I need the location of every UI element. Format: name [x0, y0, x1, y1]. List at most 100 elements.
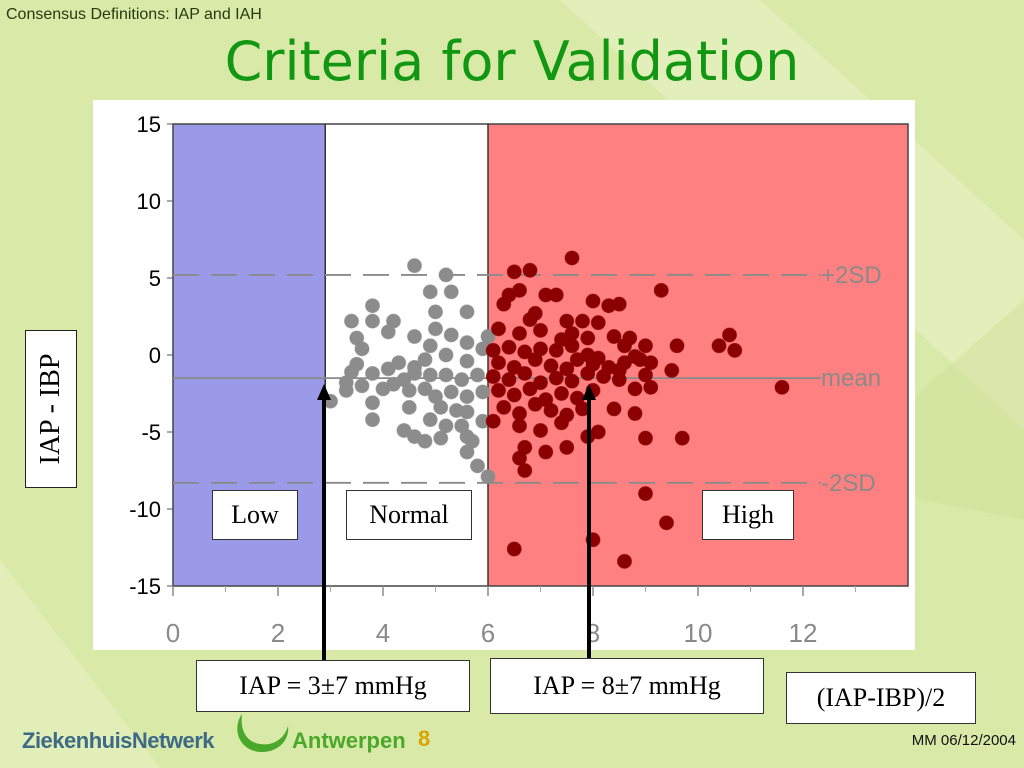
data-point-high [496, 296, 512, 312]
y-tick-label: -5 [141, 420, 161, 445]
data-point-normal [422, 412, 438, 428]
data-point-normal [422, 284, 438, 300]
x-tick-label: 2 [271, 618, 285, 648]
data-point-normal [438, 347, 454, 363]
data-point-high [580, 330, 596, 346]
data-point-high [606, 401, 622, 417]
data-point-high [580, 365, 596, 381]
x-tick-label: 0 [166, 618, 180, 648]
data-point-high [491, 321, 506, 337]
y-axis-label-box: IAP - IBP [25, 330, 77, 488]
x-tick-label: 10 [684, 618, 713, 648]
footer-logo-text: ZiekenhuisNetwerk [22, 728, 215, 753]
data-point-high [512, 418, 527, 434]
iap-high-annotation: IAP = 8±7 mmHg [490, 658, 764, 714]
y-tick-label: -15 [129, 574, 161, 599]
data-point-high [669, 338, 685, 354]
x-axis-label-box: (IAP-IBP)/2 [786, 672, 976, 724]
data-point-high [606, 329, 622, 345]
data-point-normal [480, 469, 496, 485]
data-point-high [590, 315, 606, 331]
data-point-high [638, 338, 653, 354]
data-point-high [543, 402, 559, 418]
data-point-high [517, 344, 533, 360]
data-point-high [485, 413, 501, 429]
y-tick-label: 0 [149, 343, 161, 368]
data-point-normal [417, 352, 433, 368]
data-point-high [559, 439, 575, 455]
data-point-high [564, 338, 580, 354]
data-point-high [727, 342, 743, 358]
data-point-high [554, 386, 569, 401]
data-point-high [501, 339, 517, 355]
data-point-normal [438, 367, 454, 383]
y-tick-label: -10 [129, 497, 161, 522]
data-point-high [522, 262, 538, 278]
data-point-normal [443, 384, 459, 400]
data-point-normal [428, 304, 443, 320]
data-point-normal [422, 367, 438, 383]
data-point-normal [401, 382, 417, 398]
footer-date: MM 06/12/2004 [911, 732, 1016, 749]
logo-swoosh-icon [237, 714, 289, 753]
data-point-normal [464, 433, 480, 449]
data-point-high [527, 305, 543, 321]
data-point-high [611, 296, 627, 312]
data-point-normal [338, 382, 354, 398]
data-point-high [659, 515, 674, 531]
y-tick-label: 10 [137, 189, 161, 214]
data-point-normal [459, 304, 475, 320]
data-point-high [517, 463, 533, 478]
data-point-high [522, 381, 538, 397]
data-point-high [664, 362, 680, 378]
data-point-normal [365, 412, 380, 428]
data-point-high [638, 430, 653, 446]
data-point-high [512, 325, 527, 341]
data-point-normal [365, 313, 380, 329]
data-point-normal [475, 384, 491, 400]
x-tick-label: 6 [481, 618, 495, 648]
data-point-high [527, 352, 543, 368]
data-point-high [506, 387, 522, 403]
data-point-high [496, 399, 512, 415]
data-point-normal [407, 258, 422, 274]
data-point-high [548, 342, 564, 358]
data-point-normal [433, 430, 449, 446]
data-point-normal [344, 313, 359, 329]
data-point-high [491, 382, 506, 398]
data-point-high [506, 541, 522, 557]
data-point-high [564, 373, 580, 389]
data-point-high [590, 424, 606, 440]
data-point-high [596, 369, 611, 385]
data-point-normal [386, 376, 401, 392]
data-point-high [638, 486, 653, 502]
header-caption: Consensus Definitions: IAP and IAH [6, 6, 262, 23]
data-point-normal [365, 395, 380, 411]
region-label-high: High [702, 490, 794, 540]
data-point-normal [433, 399, 449, 415]
data-point-high [517, 365, 533, 381]
reference-label-minus2sd: -2SD [821, 470, 876, 497]
data-point-high [548, 370, 564, 386]
slide-title: Criteria for Validation [224, 30, 800, 93]
data-point-normal [417, 433, 433, 449]
data-point-normal [407, 329, 422, 345]
data-point-high [569, 352, 585, 368]
data-point-normal [470, 367, 485, 383]
x-tick-label: 12 [789, 618, 818, 648]
data-point-normal [459, 335, 475, 351]
data-point-high [674, 430, 690, 446]
data-point-high [506, 264, 522, 280]
data-point-normal [401, 399, 417, 415]
page-number: 8 [418, 726, 431, 751]
y-tick-label: 15 [137, 112, 161, 137]
data-point-normal [470, 458, 485, 474]
data-point-high [527, 396, 543, 412]
region-label-low: Low [212, 490, 298, 540]
data-point-high [538, 444, 554, 460]
data-point-normal [438, 267, 454, 283]
data-point-high [722, 327, 737, 343]
data-point-high [627, 381, 643, 397]
data-point-high [501, 372, 517, 388]
